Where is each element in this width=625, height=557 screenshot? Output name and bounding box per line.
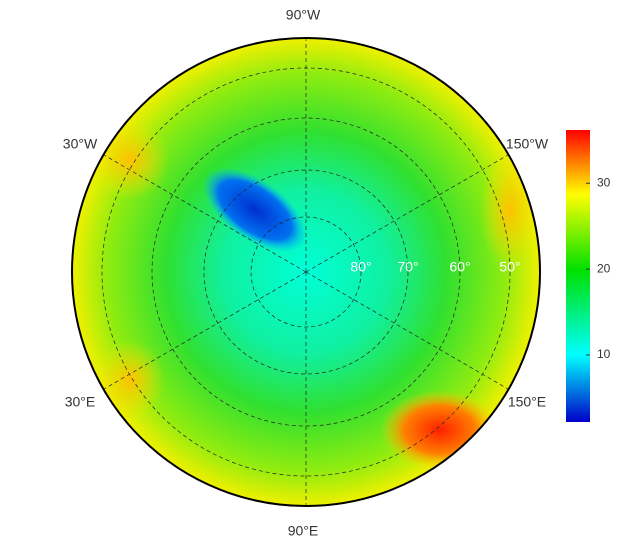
colorbar bbox=[566, 130, 590, 422]
longitude-label: 30°E bbox=[65, 394, 96, 410]
latitude-label: 60° bbox=[449, 259, 470, 275]
longitude-label: 90°E bbox=[288, 523, 319, 539]
longitude-label: 150°W bbox=[506, 136, 549, 152]
latitude-label: 80° bbox=[350, 259, 371, 275]
latitude-label: 50° bbox=[499, 259, 520, 275]
colorbar-tick-label: 10 bbox=[597, 347, 611, 361]
longitude-label: 90°W bbox=[286, 7, 321, 23]
latitude-label: 70° bbox=[397, 259, 418, 275]
field bbox=[72, 38, 540, 506]
colorbar-tick-label: 30 bbox=[597, 175, 611, 189]
longitude-label: 30°W bbox=[63, 136, 98, 152]
map-border bbox=[71, 37, 541, 507]
longitude-label: 150°E bbox=[508, 394, 546, 410]
graticule bbox=[101, 38, 511, 506]
colorbar-tick-label: 20 bbox=[597, 261, 611, 275]
